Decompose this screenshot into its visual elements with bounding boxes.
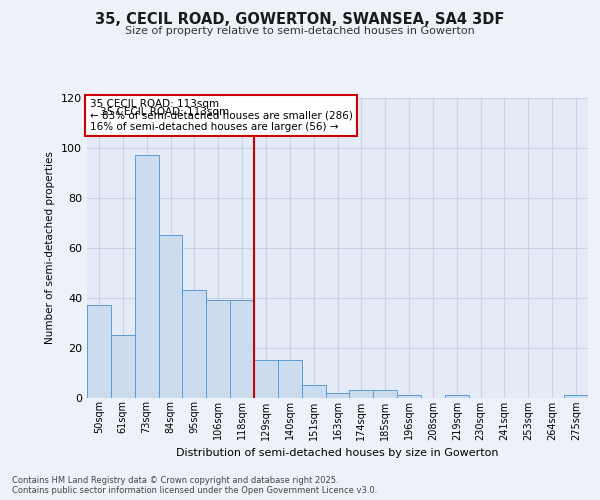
Bar	[87, 305, 111, 398]
X-axis label: Distribution of semi-detached houses by size in Gowerton: Distribution of semi-detached houses by …	[176, 448, 499, 458]
Bar	[397, 395, 421, 398]
Bar	[302, 385, 326, 398]
Text: 35 CECIL ROAD: 113sqm: 35 CECIL ROAD: 113sqm	[100, 106, 229, 117]
Text: 35, CECIL ROAD, GOWERTON, SWANSEA, SA4 3DF: 35, CECIL ROAD, GOWERTON, SWANSEA, SA4 3…	[95, 12, 505, 28]
Bar	[182, 290, 206, 398]
Text: Contains HM Land Registry data © Crown copyright and database right 2025.
Contai: Contains HM Land Registry data © Crown c…	[12, 476, 377, 495]
Text: 35 CECIL ROAD: 113sqm
← 83% of semi-detached houses are smaller (286)
16% of sem: 35 CECIL ROAD: 113sqm ← 83% of semi-deta…	[89, 99, 352, 132]
Bar	[206, 300, 230, 398]
Bar	[158, 235, 182, 398]
Y-axis label: Number of semi-detached properties: Number of semi-detached properties	[46, 151, 55, 344]
Bar	[111, 335, 135, 398]
Bar	[373, 390, 397, 398]
Bar	[326, 392, 349, 398]
Text: Size of property relative to semi-detached houses in Gowerton: Size of property relative to semi-detach…	[125, 26, 475, 36]
Bar	[349, 390, 373, 398]
Bar	[445, 395, 469, 398]
Bar	[278, 360, 302, 398]
Bar	[230, 300, 254, 398]
Bar	[254, 360, 278, 398]
Bar	[564, 395, 588, 398]
Bar	[135, 155, 158, 398]
